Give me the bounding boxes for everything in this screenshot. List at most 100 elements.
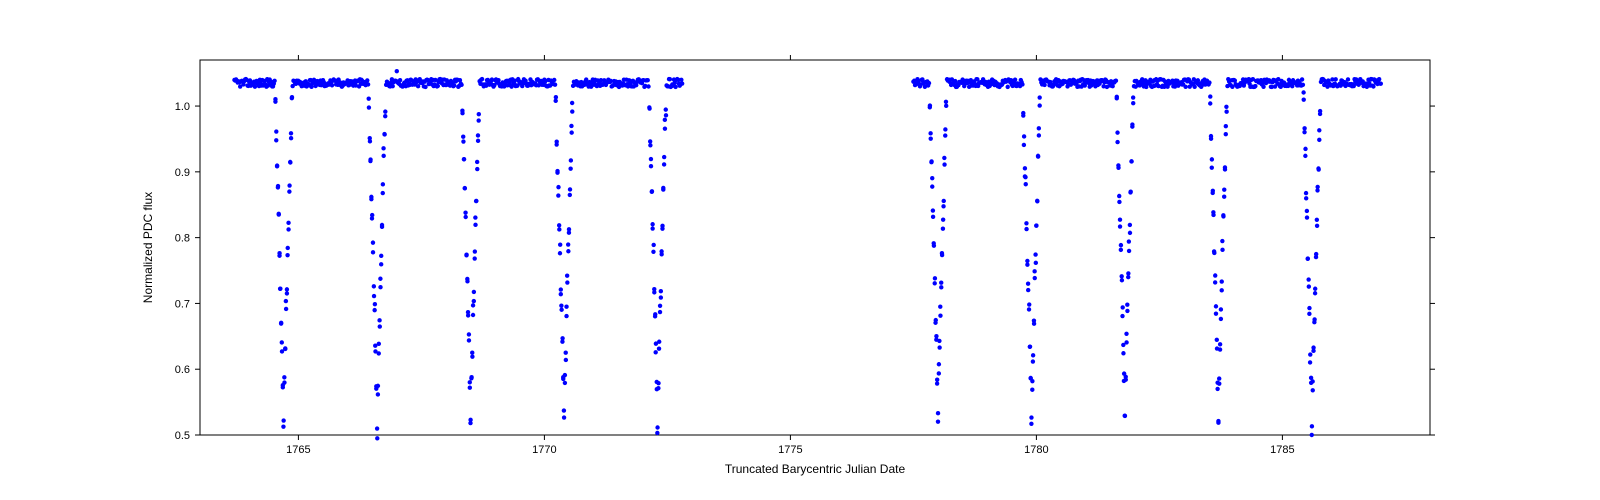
data-point [1035, 199, 1039, 203]
data-point [372, 308, 376, 312]
data-point [668, 77, 672, 81]
data-point [554, 142, 558, 146]
data-point [650, 226, 654, 230]
data-point [928, 131, 932, 135]
data-point [391, 84, 395, 88]
data-point [649, 164, 653, 168]
data-point [376, 384, 380, 388]
data-point [1026, 282, 1030, 286]
data-point [285, 291, 289, 295]
data-point [1315, 224, 1319, 228]
data-point [1305, 215, 1309, 219]
data-point [931, 215, 935, 219]
data-point [563, 381, 567, 385]
data-point [660, 224, 664, 228]
data-point [562, 415, 566, 419]
data-point [656, 381, 660, 385]
data-point [1303, 154, 1307, 158]
data-point [1220, 288, 1224, 292]
data-point [1209, 134, 1213, 138]
data-point [375, 436, 379, 440]
data-point [476, 139, 480, 143]
data-point [1036, 154, 1040, 158]
data-point [473, 223, 477, 227]
data-point [933, 281, 937, 285]
data-point [1037, 126, 1041, 130]
data-point [1037, 133, 1041, 137]
data-point [1121, 351, 1125, 355]
data-point [1126, 271, 1130, 275]
data-point [1120, 305, 1124, 309]
data-point [1311, 349, 1315, 353]
data-point [1119, 274, 1123, 278]
data-point [653, 350, 657, 354]
data-point [1308, 352, 1312, 356]
data-point [286, 246, 290, 250]
data-point [1213, 280, 1217, 284]
x-tick-label: 1765 [286, 444, 310, 456]
data-point [936, 419, 940, 423]
data-point [1119, 243, 1123, 247]
data-point [565, 280, 569, 284]
data-point [382, 132, 386, 136]
data-point [1313, 287, 1317, 291]
data-point [1037, 103, 1041, 107]
data-point [942, 162, 946, 166]
data-point [931, 208, 935, 212]
data-point [1022, 134, 1026, 138]
data-point [373, 302, 377, 306]
data-point [564, 304, 568, 308]
data-point [664, 107, 668, 111]
data-point [1030, 388, 1034, 392]
data-point [1224, 132, 1228, 136]
data-point [290, 95, 294, 99]
data-point [468, 380, 472, 384]
data-point [1377, 77, 1381, 81]
data-point [557, 227, 561, 231]
data-point [496, 78, 500, 82]
data-point [282, 375, 286, 379]
data-point [661, 186, 665, 190]
data-point [680, 81, 684, 85]
data-point [569, 124, 573, 128]
data-point [1034, 224, 1038, 228]
data-point [381, 191, 385, 195]
data-point [330, 83, 334, 87]
data-point [1306, 257, 1310, 261]
data-point [651, 250, 655, 254]
data-point [1210, 157, 1214, 161]
data-point [559, 287, 563, 291]
data-point [1119, 248, 1123, 252]
data-point [655, 425, 659, 429]
data-point [566, 242, 570, 246]
data-point [464, 252, 468, 256]
data-point [383, 114, 387, 118]
data-point [468, 386, 472, 390]
data-point [937, 339, 941, 343]
data-point [565, 274, 569, 278]
y-tick-label: 0.7 [175, 298, 190, 310]
data-point [1224, 105, 1228, 109]
data-point [1208, 101, 1212, 105]
data-point [1131, 101, 1135, 105]
data-point [653, 312, 657, 316]
data-point [365, 78, 369, 82]
data-point [941, 227, 945, 231]
data-point [679, 78, 683, 82]
data-point [1224, 124, 1228, 128]
data-point [938, 305, 942, 309]
y-tick-label: 1.0 [175, 101, 190, 113]
data-point [1117, 194, 1121, 198]
data-point [564, 351, 568, 355]
data-point [1029, 422, 1033, 426]
data-point [942, 156, 946, 160]
data-point [282, 380, 286, 384]
data-point [281, 385, 285, 389]
data-point [1020, 82, 1024, 86]
data-point [460, 111, 464, 115]
data-point [1217, 376, 1221, 380]
data-point [1218, 342, 1222, 346]
data-point [648, 139, 652, 143]
data-point [1212, 249, 1216, 253]
data-point [558, 251, 562, 255]
